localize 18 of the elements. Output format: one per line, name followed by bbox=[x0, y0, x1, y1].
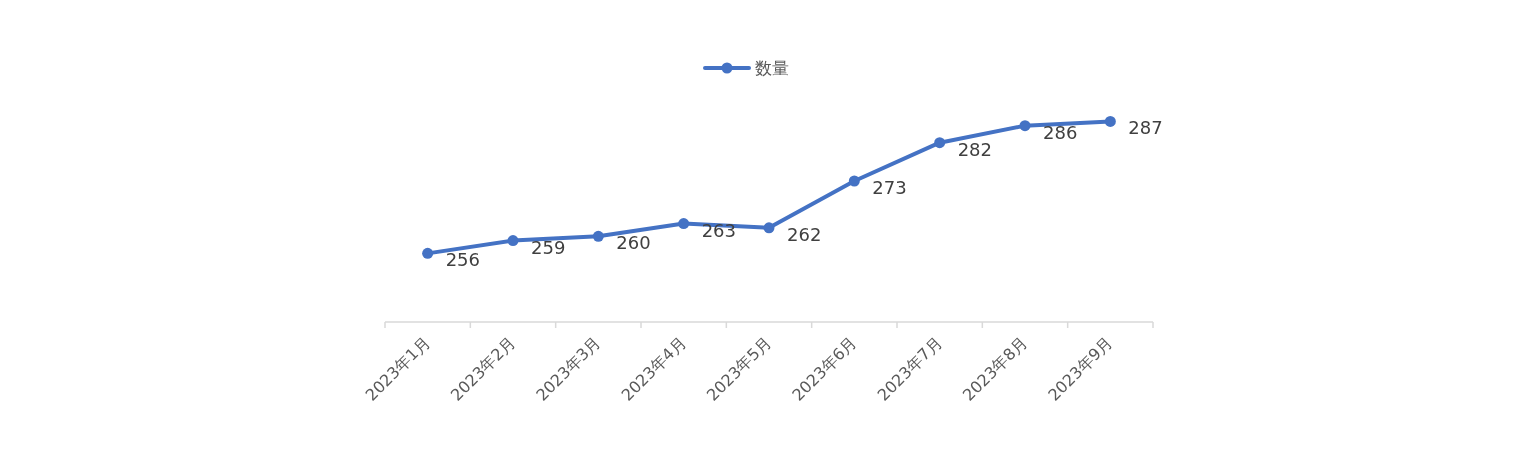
point bbox=[422, 247, 434, 259]
point bbox=[1104, 115, 1116, 127]
point bbox=[848, 175, 860, 187]
point bbox=[1019, 120, 1031, 132]
point bbox=[592, 230, 604, 242]
data-label: 259 bbox=[531, 236, 566, 258]
data-label: 256 bbox=[445, 249, 481, 271]
data-label: 282 bbox=[957, 138, 993, 160]
data-label: 273 bbox=[872, 176, 907, 198]
point bbox=[678, 218, 690, 230]
data-label: 260 bbox=[616, 232, 651, 254]
point bbox=[934, 137, 946, 149]
data-label: 262 bbox=[787, 223, 822, 245]
data-label: 287 bbox=[1128, 117, 1163, 139]
point bbox=[507, 235, 519, 247]
legend-label: 数量 bbox=[755, 58, 789, 78]
data-label: 286 bbox=[1043, 121, 1078, 143]
point bbox=[763, 222, 775, 234]
